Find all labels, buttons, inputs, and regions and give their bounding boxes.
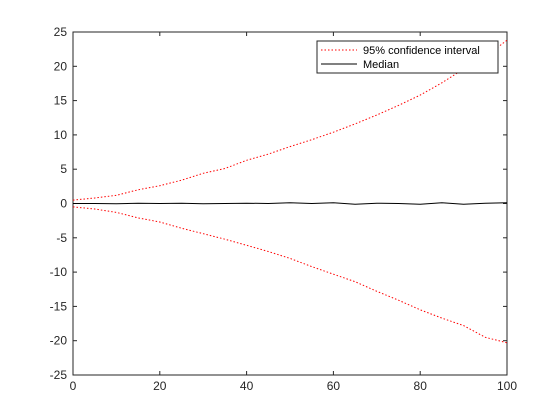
y-tick-label: -15: [50, 299, 68, 313]
series-layer: [72, 39, 508, 344]
x-tick-label: 40: [240, 379, 254, 393]
y-tick-label: 0: [60, 197, 67, 211]
y-tick-label: 15: [54, 94, 68, 108]
x-tick-label: 80: [414, 379, 428, 393]
series-line-ci-lower: [72, 206, 508, 344]
y-tick-label: -10: [50, 265, 68, 279]
x-tick-label: 0: [70, 379, 77, 393]
series-line-ci-upper: [72, 39, 508, 201]
y-tick-label: -20: [50, 334, 68, 348]
y-tick-label: 10: [54, 128, 68, 142]
tick-layer: 0 20 40 60 80 100 25 20 15 10 5 0 -5 -10 -15 -20 -25: [50, 25, 518, 393]
legend-label-median: Median: [363, 59, 399, 71]
y-tick-label: 25: [54, 25, 68, 39]
legend: 95% confidence interval Median: [316, 40, 499, 74]
legend-box: [316, 40, 499, 74]
x-tick-label: 100: [497, 379, 517, 393]
series-line-median: [73, 202, 508, 205]
legend-label-confidence: 95% confidence interval: [363, 45, 480, 57]
x-tick-label: 20: [153, 379, 167, 393]
y-tick-label: 5: [60, 162, 67, 176]
y-tick-label: -5: [56, 231, 67, 245]
y-tick-label: -25: [50, 368, 68, 382]
x-tick-label: 60: [327, 379, 341, 393]
y-tick-label: 20: [54, 59, 68, 73]
